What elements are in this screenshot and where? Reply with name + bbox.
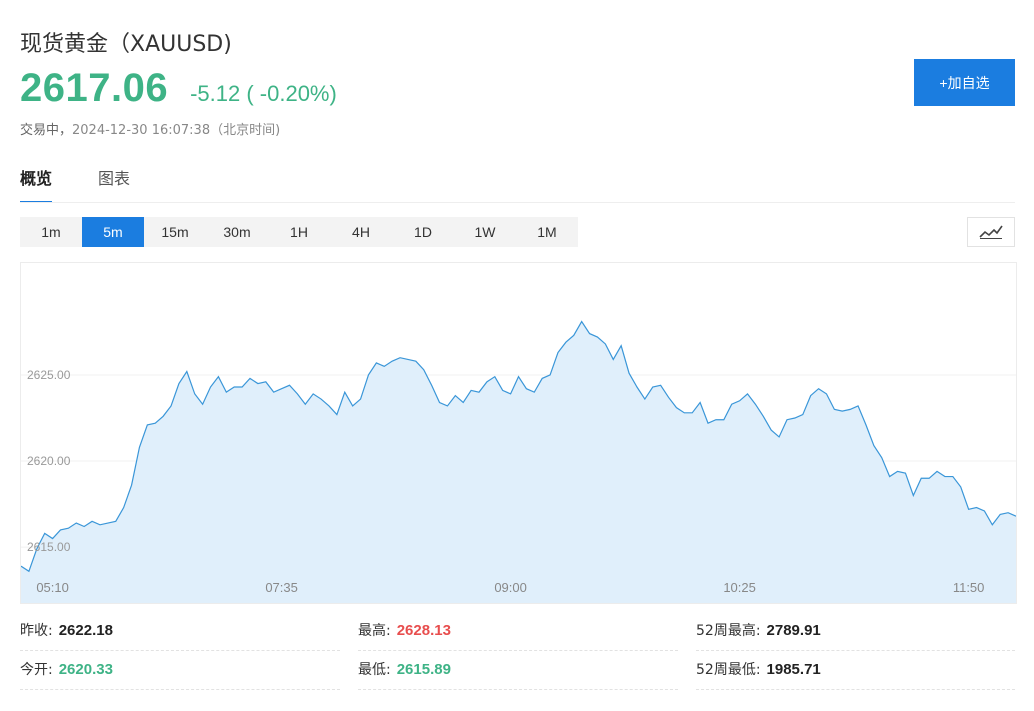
interval-30m[interactable]: 30m: [223, 224, 251, 240]
x-tick-label: 07:35: [265, 580, 298, 595]
current-price: 2617.06: [20, 66, 169, 110]
interval-1m[interactable]: 1m: [41, 224, 61, 240]
interval-5m[interactable]: 5m: [82, 217, 144, 247]
add-watchlist-button[interactable]: +加自选: [914, 59, 1015, 106]
stat-open: 今开: 2620.33: [20, 655, 113, 683]
line-chart-icon: [979, 225, 1003, 239]
trade-timestamp: 2024-12-30 16:07:38（北京时间): [72, 123, 281, 138]
interval-15m[interactable]: 15m: [161, 224, 189, 240]
interval-1mo[interactable]: 1M: [537, 224, 557, 240]
x-tick-label: 11:50: [953, 580, 985, 595]
interval-1d[interactable]: 1D: [414, 224, 432, 240]
stat-divider: [20, 689, 340, 690]
stat-high: 最高: 2628.13: [358, 616, 451, 644]
interval-1h[interactable]: 1H: [290, 224, 308, 240]
chart-type-button[interactable]: [967, 217, 1015, 247]
stat-52w-low-value: 1985.71: [766, 660, 821, 678]
x-tick-label: 10:25: [723, 580, 756, 595]
stat-52w-high-value: 2789.91: [766, 621, 821, 639]
tabs-divider: [20, 202, 1015, 203]
interval-4h[interactable]: 4H: [352, 224, 370, 240]
stat-open-value: 2620.33: [58, 660, 113, 678]
stat-divider: [696, 689, 1015, 690]
stat-prev-close: 昨收: 2622.18: [20, 616, 113, 644]
price-change: -5.12 ( -0.20%): [190, 81, 337, 106]
trade-status: 交易中，2024-12-30 16:07:38（北京时间): [20, 119, 280, 138]
stat-prev-close-value: 2622.18: [58, 621, 113, 639]
stat-prev-close-label: 昨收:: [20, 623, 53, 639]
main-tabs: 概览 图表: [20, 165, 176, 203]
tab-overview[interactable]: 概览: [20, 165, 53, 203]
price-area: [21, 321, 1016, 603]
stat-52w-high: 52周最高: 2789.91: [696, 616, 821, 644]
stat-open-label: 今开:: [20, 662, 53, 678]
stat-divider: [358, 689, 678, 690]
price-row: 2617.06 -5.12 ( -0.20%): [20, 66, 337, 111]
stat-low: 最低: 2615.89: [358, 655, 451, 683]
stat-divider: [358, 650, 678, 651]
stat-52w-low-label: 52周最低:: [696, 662, 761, 678]
y-tick-label: 2625.00: [27, 368, 71, 382]
stat-divider: [696, 650, 1015, 651]
x-tick-label: 09:00: [494, 580, 527, 595]
price-line: [21, 320, 1016, 573]
y-tick-label: 2615.00: [27, 540, 71, 554]
interval-selector: 1m 5m 15m 30m 1H 4H 1D 1W 1M: [20, 217, 578, 247]
stat-52w-high-label: 52周最高:: [696, 623, 761, 639]
stat-high-label: 最高:: [358, 623, 391, 639]
price-chart[interactable]: 2615.00 2620.00 2625.00 05:10 07:35 09:00 10:2…: [20, 262, 1017, 604]
trade-status-label: 交易中，: [20, 123, 73, 138]
x-tick-label: 05:10: [36, 580, 69, 595]
stat-high-value: 2628.13: [396, 621, 451, 639]
stat-low-label: 最低:: [358, 662, 391, 678]
tab-chart[interactable]: 图表: [98, 169, 131, 188]
price-chart-svg: 2615.00 2620.00 2625.00 05:10 07:35 09:00 10:2…: [21, 320, 1016, 603]
page-title: 现货黄金（XAUUSD): [20, 32, 232, 57]
stat-low-value: 2615.89: [396, 660, 451, 678]
stat-52w-low: 52周最低: 1985.71: [696, 655, 821, 683]
y-tick-label: 2620.00: [27, 454, 71, 468]
stat-divider: [20, 650, 340, 651]
interval-1w[interactable]: 1W: [474, 224, 496, 240]
